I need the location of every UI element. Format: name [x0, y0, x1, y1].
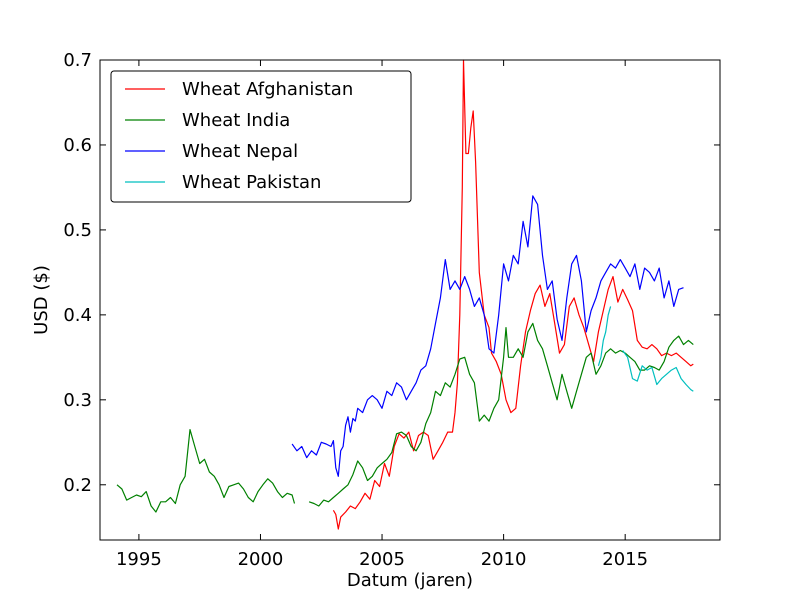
- series-line-wheat-pakistan-2: [622, 350, 694, 392]
- y-tick-label-0.2: 0.2: [63, 475, 92, 496]
- legend-label-india: Wheat India: [182, 110, 290, 131]
- series-lines: [116, 59, 694, 530]
- series-line-wheat-afghanistan-1: [332, 59, 694, 530]
- legend-label-afghanistan: Wheat Afghanistan: [182, 79, 353, 100]
- x-tick-label-2010: 2010: [481, 549, 527, 570]
- x-tick-label-2005: 2005: [359, 549, 405, 570]
- legend-item-india: Wheat India: [125, 110, 290, 131]
- legend-box: [110, 70, 412, 203]
- legend-label-nepal: Wheat Nepal: [182, 141, 298, 162]
- series-line-wheat-nepal-1: [291, 195, 684, 477]
- y-tick-label-0.4: 0.4: [63, 305, 92, 326]
- y-tick-label-0.3: 0.3: [63, 390, 92, 411]
- y-tick-label-0.5: 0.5: [63, 220, 92, 241]
- legend-item-nepal: Wheat Nepal: [125, 141, 298, 162]
- x-tick-label-2000: 2000: [238, 549, 284, 570]
- y-axis-label: USD ($): [31, 265, 52, 335]
- x-tick-label-2015: 2015: [602, 549, 648, 570]
- series-line-wheat-india-2: [308, 322, 694, 507]
- legend: Wheat Afghanistan Wheat India Wheat Nepa…: [110, 70, 412, 203]
- plot-area-frame: [99, 59, 721, 541]
- series-line-wheat-india-1: [116, 429, 296, 513]
- legend-item-afghanistan: Wheat Afghanistan: [125, 79, 353, 100]
- series-line-wheat-pakistan-1: [597, 306, 612, 366]
- legend-item-pakistan: Wheat Pakistan: [125, 172, 321, 193]
- axis-ticks: 1995 2000 2005 2010 2015 0.2 0.3 0.4 0.5 0.6 0.7: [63, 50, 720, 570]
- y-tick-label-0.6: 0.6: [63, 135, 92, 156]
- x-tick-label-1995: 1995: [116, 549, 162, 570]
- legend-label-pakistan: Wheat Pakistan: [182, 172, 321, 193]
- x-axis-label: Datum (jaren): [347, 570, 473, 591]
- y-tick-label-0.7: 0.7: [63, 50, 92, 71]
